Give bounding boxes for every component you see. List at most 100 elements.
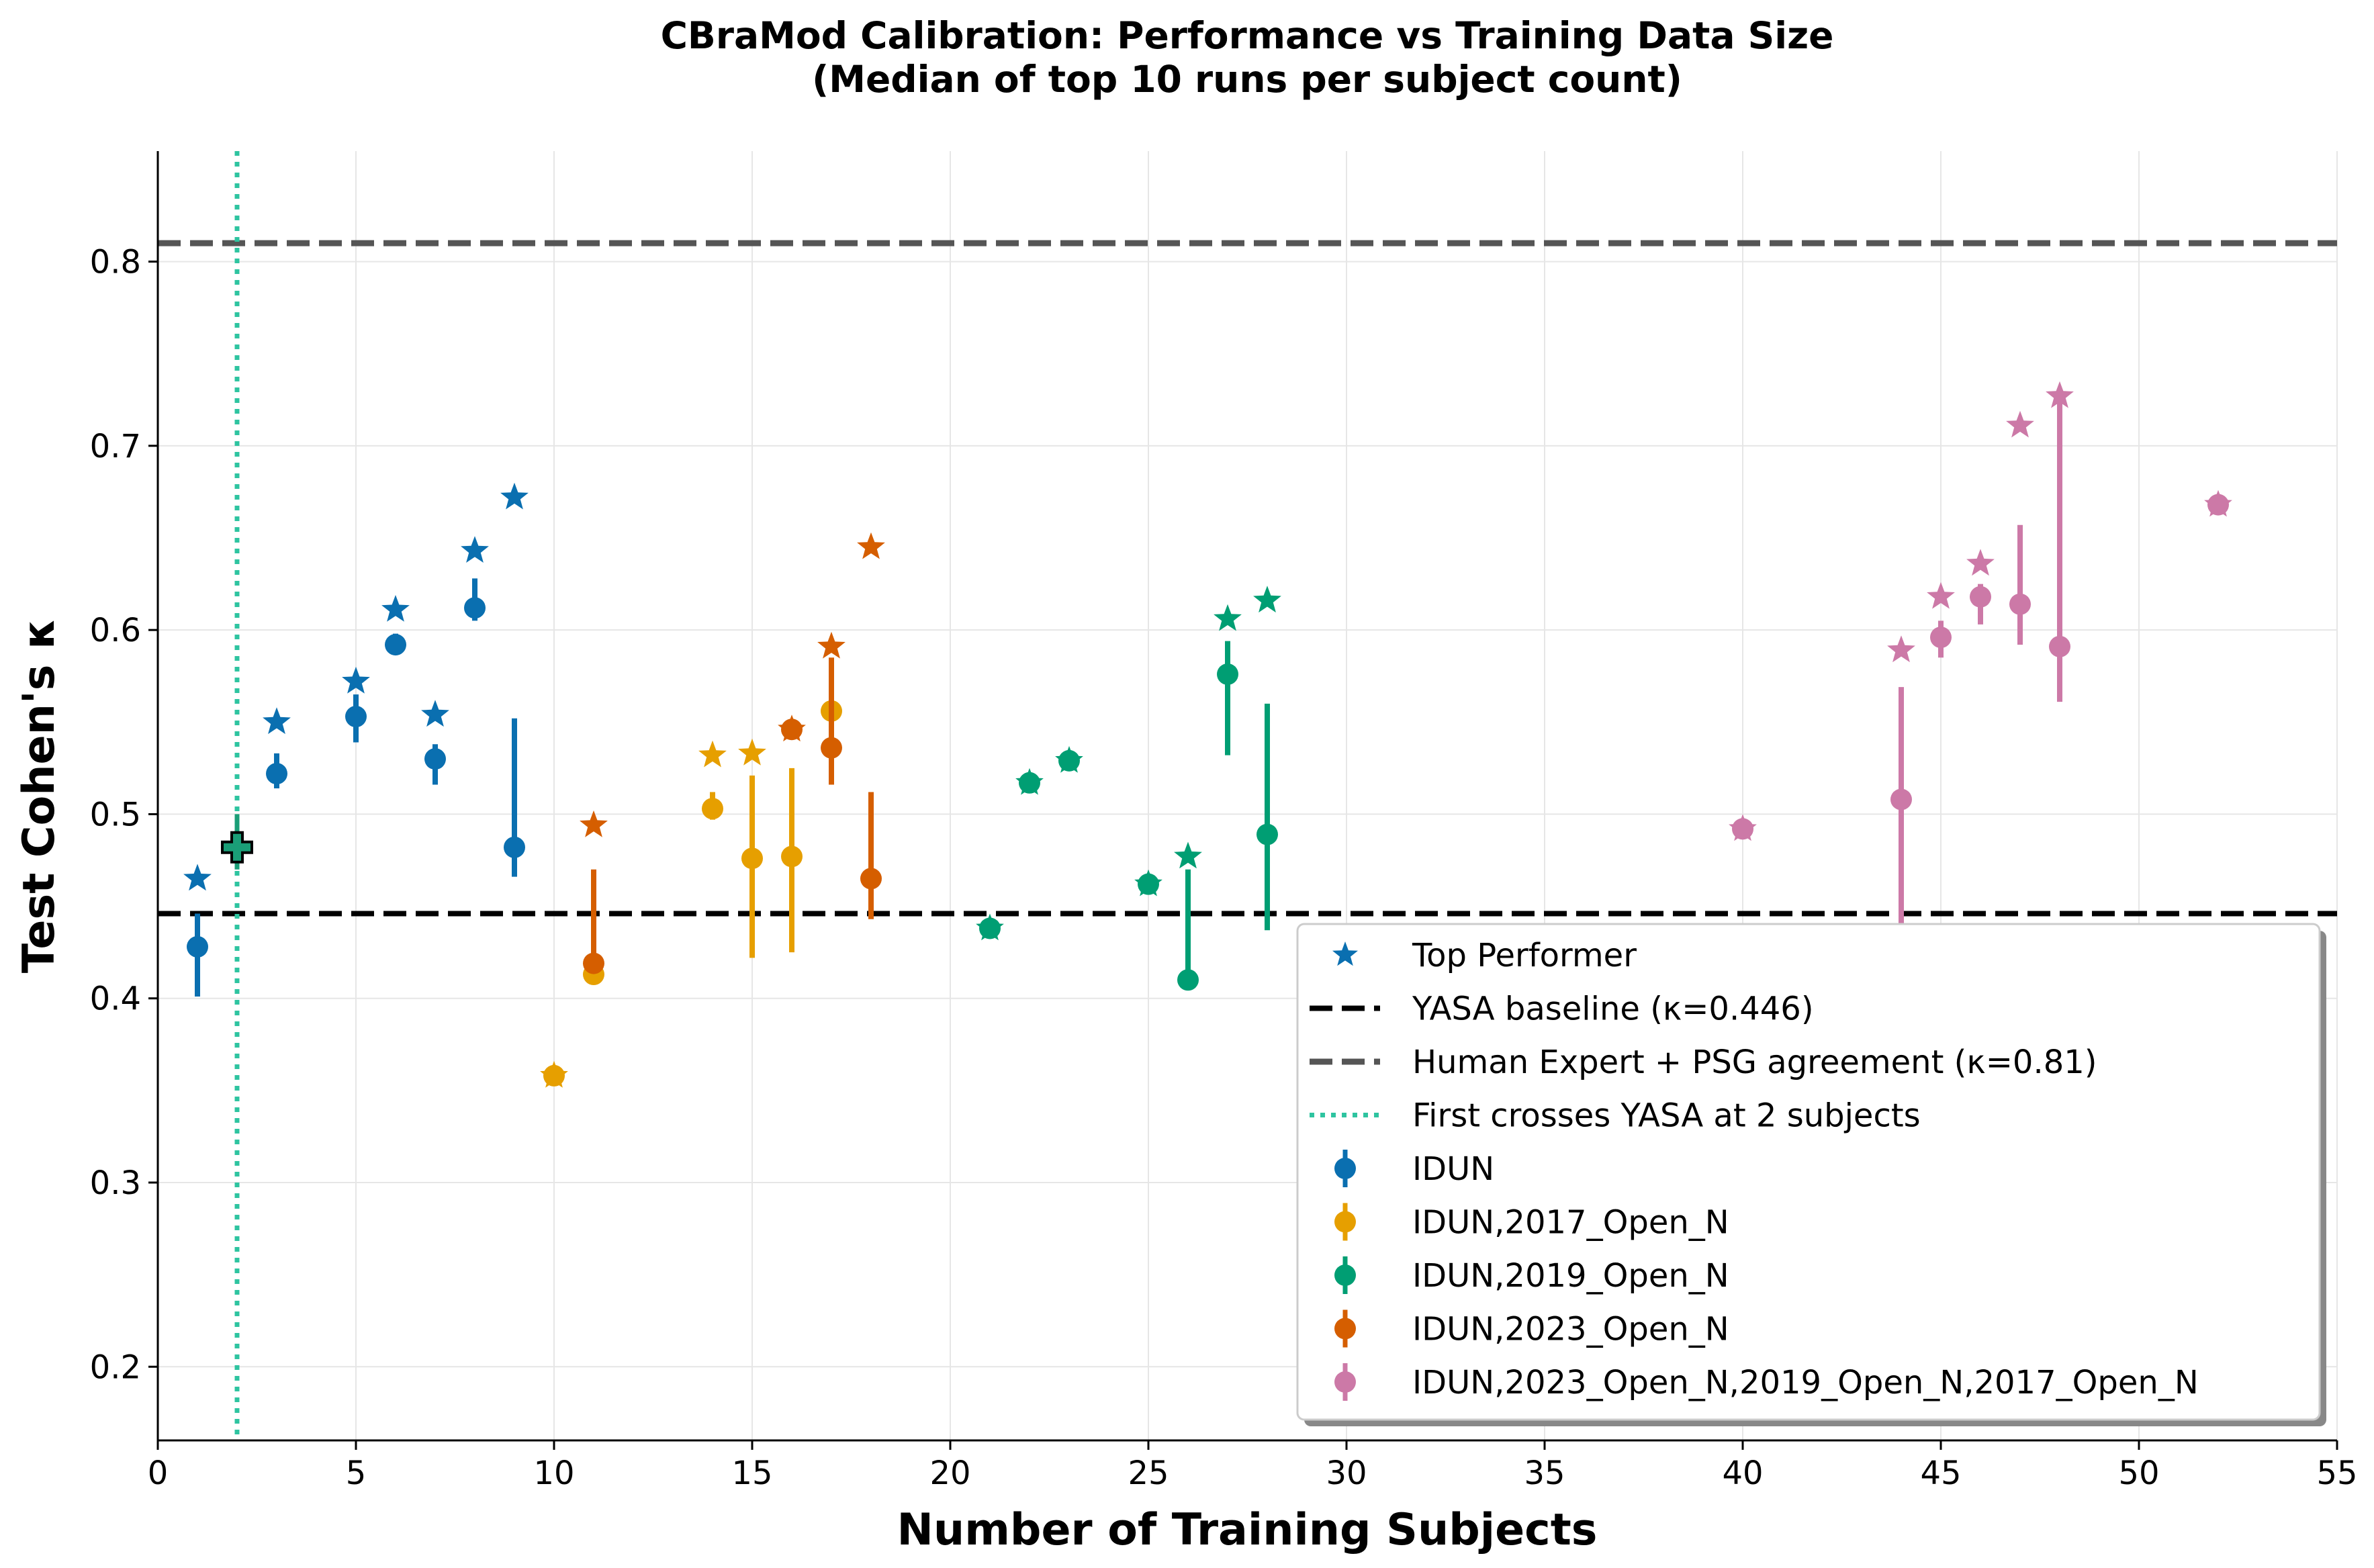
top-performer-star [421,700,449,727]
y-tick-label: 0.7 [90,428,141,465]
top-performer-star [1253,586,1281,613]
x-tick-label: 5 [346,1455,367,1492]
x-axis-label: Number of Training Subjects [897,1505,1598,1555]
top-performer-star [1015,768,1044,795]
series-idun-2019-open-n [976,586,1281,991]
top-performer-star [342,666,370,694]
legend-series-marker [1334,1371,1356,1393]
legend-series-label: IDUN,2017_Open_N [1412,1204,1729,1242]
data-point [504,836,525,858]
x-tick-label: 30 [1326,1455,1367,1492]
data-point [464,597,486,619]
top-performer-star [2046,381,2074,408]
x-tick-label: 10 [533,1455,574,1492]
series-idun-2017-open-n [540,700,842,1088]
top-performer-star [580,810,608,837]
y-tick-label: 0.4 [90,980,141,1018]
top-performer-star [1887,635,1915,663]
top-performer-star [1214,604,1242,631]
data-point [385,634,406,656]
x-tick-label: 45 [1920,1455,1961,1492]
data-point [1890,788,1912,811]
chart-title-line-1: CBraMod Calibration: Performance vs Trai… [661,14,1834,57]
legend-yasa: YASA baseline (κ=0.446) [1412,990,1814,1028]
data-point [781,845,803,868]
legend-series-label: IDUN [1412,1150,1494,1188]
x-tick-label: 15 [731,1455,772,1492]
x-tick-label: 20 [929,1455,970,1492]
top-performer-star [1055,745,1083,773]
data-point [187,935,208,958]
legend-series-label: IDUN,2023_Open_N [1412,1311,1729,1348]
legend-series-label: IDUN,2019_Open_N [1412,1257,1729,1295]
top-performer-star [817,631,846,659]
series-idun-2023-open-n-2019-open-n-2017-open-n [1729,381,2232,925]
data-series [183,381,2232,1088]
top-performer-star [381,595,410,622]
data-point [821,737,842,759]
data-point [741,847,763,870]
legend-series-marker [1334,1158,1356,1179]
chart-title-line-2: (Median of top 10 runs per subject count… [812,58,1682,101]
y-tick-label: 0.6 [90,612,141,649]
axes [156,151,2337,1442]
top-performer-star [1966,549,1995,576]
y-axis-label: Test Cohen's κ [14,618,64,974]
top-performer-star [738,738,766,766]
y-tick-label: 0.3 [90,1164,141,1202]
y-tick-label: 0.8 [90,244,141,281]
top-performer-star [1174,841,1202,869]
top-performer-star [263,707,291,735]
x-ticks: 0 5 10 15 20 25 30 35 40 45 50 55 [148,1440,2358,1492]
top-performer-star [2204,490,2232,517]
top-performer-star [461,536,489,563]
top-performer-star [540,1060,568,1088]
top-performer-star [500,482,529,510]
x-tick-label: 25 [1128,1455,1169,1492]
top-performer-star [976,913,1004,941]
y-ticks: 0.2 0.3 0.4 0.5 0.6 0.7 0.8 [90,244,158,1386]
x-tick-label: 35 [1524,1455,1565,1492]
x-tick-label: 40 [1722,1455,1763,1492]
legend-series-marker [1334,1211,1356,1233]
top-performer-star [1729,814,1757,841]
data-point [1257,823,1278,845]
legend-star-icon [1332,941,1358,966]
crossing-marker [221,831,253,864]
top-performer-star [698,740,727,768]
legend-series-label: IDUN,2023_Open_N,2019_Open_N,2017_Open_N [1412,1364,2199,1401]
legend-human: Human Expert + PSG agreement (κ=0.81) [1412,1044,2097,1081]
x-tick-label: 50 [2118,1455,2159,1492]
data-point [1970,586,1991,608]
reference-lines [158,151,2337,1440]
data-point [424,748,446,770]
top-performer-star [1927,582,1955,609]
data-point [583,952,604,974]
legend-items: Top Performer YASA baseline (κ=0.446) Huma… [1310,937,2199,1401]
top-performer-star [857,532,885,559]
top-performer-star [1134,869,1162,896]
series-idun-2023-open-n [580,532,885,974]
legend-series-marker [1334,1264,1356,1286]
data-point [266,763,287,785]
data-point [702,798,723,820]
y-tick-label: 0.2 [90,1348,141,1386]
legend: Top Performer YASA baseline (κ=0.446) Huma… [1296,923,2326,1426]
legend-top-performer: Top Performer [1412,937,1637,974]
legend-cross: First crosses YASA at 2 subjects [1412,1097,1921,1135]
top-performer-star [2006,410,2034,438]
data-point [1930,627,1952,649]
data-point [2009,593,2031,615]
data-point [345,706,367,728]
legend-box [1296,923,2321,1421]
data-point [1177,969,1199,991]
data-point [860,868,882,890]
data-point [2049,635,2070,657]
x-tick-label: 0 [148,1455,169,1492]
data-point [1217,663,1238,685]
legend-series-marker [1334,1318,1356,1340]
x-tick-label: 55 [2316,1455,2357,1492]
series-idun [183,482,529,997]
y-tick-label: 0.5 [90,796,141,833]
